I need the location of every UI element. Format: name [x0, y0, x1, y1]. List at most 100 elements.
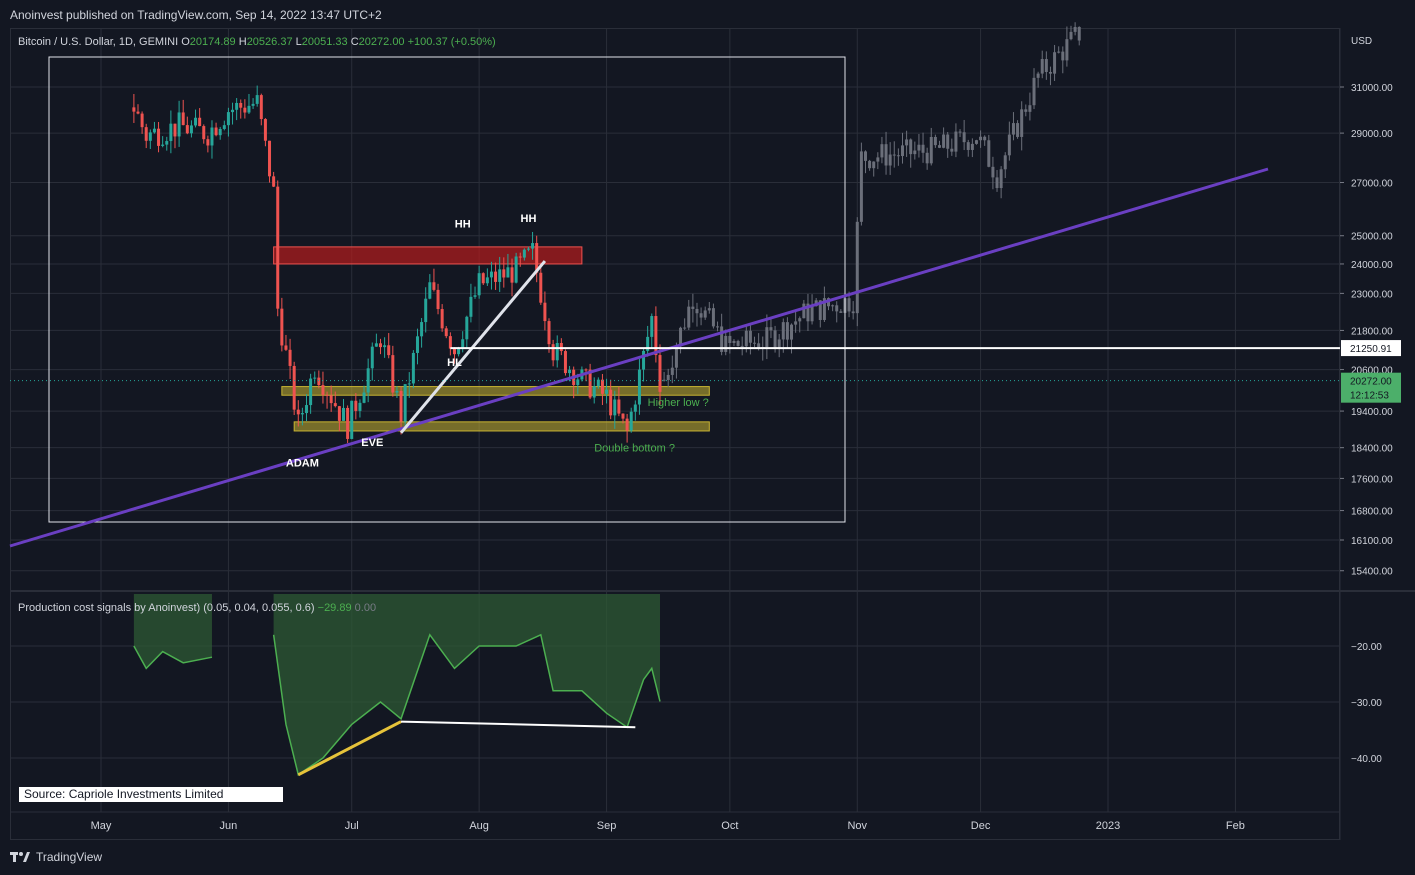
candle-body: [625, 418, 629, 431]
projected-candle: [962, 119, 966, 151]
candle-body: [366, 368, 370, 393]
candle-body: [810, 306, 814, 322]
candle-body: [806, 303, 810, 322]
projected-candle: [863, 150, 867, 174]
candle-body: [189, 125, 193, 134]
price-candle: [292, 361, 296, 416]
level-price-tag: [1341, 340, 1401, 357]
time-tick-label: Nov: [847, 820, 867, 832]
price-candle: [251, 98, 255, 109]
candle-body: [444, 328, 448, 337]
candle-body: [539, 272, 543, 303]
projected-candle: [1020, 101, 1024, 151]
projected-candle: [1003, 152, 1007, 179]
price-candle: [132, 93, 136, 123]
projected-candle: [933, 134, 937, 148]
projected-candle: [1065, 26, 1069, 67]
price-candle: [415, 328, 419, 365]
divergence-line-white: [401, 720, 636, 729]
indicator-tick-label: −30.00: [1351, 698, 1382, 709]
time-tick-label: Feb: [1226, 820, 1245, 832]
candle-body: [1032, 77, 1036, 106]
price-candle: [206, 135, 210, 153]
legend-low: 20051.33: [301, 36, 348, 48]
projected-candle: [1016, 120, 1020, 139]
candle-body: [276, 186, 280, 309]
candle-body: [974, 140, 978, 144]
candle-body: [555, 343, 559, 361]
price-tick-label: 29000.00: [1351, 129, 1393, 140]
indicator-tick-label: −20.00: [1351, 642, 1382, 653]
candle-body: [354, 400, 358, 411]
range-box: [48, 56, 846, 523]
candle-body: [268, 140, 272, 177]
projected-candle: [966, 139, 970, 157]
price-candle: [395, 386, 399, 398]
candle-body: [563, 351, 567, 374]
symbol-legend[interactable]: Bitcoin / U.S. Dollar, 1D, GEMINI O20174…: [18, 36, 496, 48]
source-label: Source: Capriole Investments Limited: [19, 787, 283, 802]
candle-body: [502, 269, 506, 278]
price-candle: [354, 392, 358, 420]
candle-body: [411, 352, 415, 384]
candle-body: [465, 316, 469, 340]
support-zone-upper: [281, 386, 710, 396]
candle-body: [1024, 109, 1028, 112]
candle-body: [790, 324, 794, 340]
candle-body: [321, 385, 325, 395]
indicator-pane: [133, 594, 661, 777]
price-tick-label: 16800.00: [1351, 507, 1393, 518]
projected-candle: [711, 303, 715, 329]
footer-brand[interactable]: TradingView: [10, 850, 102, 864]
candle-body: [263, 119, 267, 141]
candle-body: [280, 308, 284, 346]
candle-body: [654, 316, 658, 356]
candle-body: [543, 302, 547, 322]
projected-candle: [794, 309, 798, 333]
candle-body: [851, 311, 855, 314]
candle-body: [522, 249, 526, 258]
price-candle: [522, 248, 526, 261]
price-candle: [239, 99, 243, 119]
price-candle: [403, 384, 407, 426]
candle-body: [362, 392, 366, 403]
candle-body: [514, 256, 518, 283]
price-candle: [514, 252, 518, 284]
projected-candle: [691, 293, 695, 323]
projected-candle: [880, 136, 884, 164]
projected-candle: [662, 372, 666, 382]
candle-body: [748, 330, 752, 343]
projected-candle: [896, 148, 900, 166]
price-candle: [465, 315, 469, 348]
projected-candle: [740, 336, 744, 356]
projected-candle: [835, 301, 839, 323]
candle-body: [173, 123, 177, 137]
projected-candle: [942, 127, 946, 149]
price-candle: [177, 100, 181, 147]
price-candle: [284, 334, 288, 351]
indicator-legend[interactable]: Production cost signals by Anoinvest) (0…: [18, 602, 376, 614]
projected-candle: [905, 130, 909, 157]
candle-body: [584, 369, 588, 371]
projected-candle: [781, 318, 785, 353]
projected-candle: [1040, 50, 1044, 79]
price-candle: [518, 252, 522, 267]
candle-body: [469, 296, 473, 317]
candle-body: [909, 139, 913, 155]
candle-body: [526, 248, 530, 250]
candle-body: [1069, 31, 1073, 40]
candle-body: [605, 389, 609, 394]
time-tick-label: May: [91, 820, 112, 832]
price-candle: [609, 379, 613, 420]
projected-candle: [687, 299, 691, 331]
price-candle: [169, 110, 173, 154]
candle-body: [691, 306, 695, 309]
projected-candle: [806, 293, 810, 332]
candle-body: [288, 349, 292, 366]
price-candle: [346, 405, 350, 444]
legend-high-label: H: [238, 36, 247, 48]
candle-body: [1007, 134, 1011, 156]
time-tick-label: Jun: [220, 820, 238, 832]
projected-candle: [1032, 68, 1036, 110]
